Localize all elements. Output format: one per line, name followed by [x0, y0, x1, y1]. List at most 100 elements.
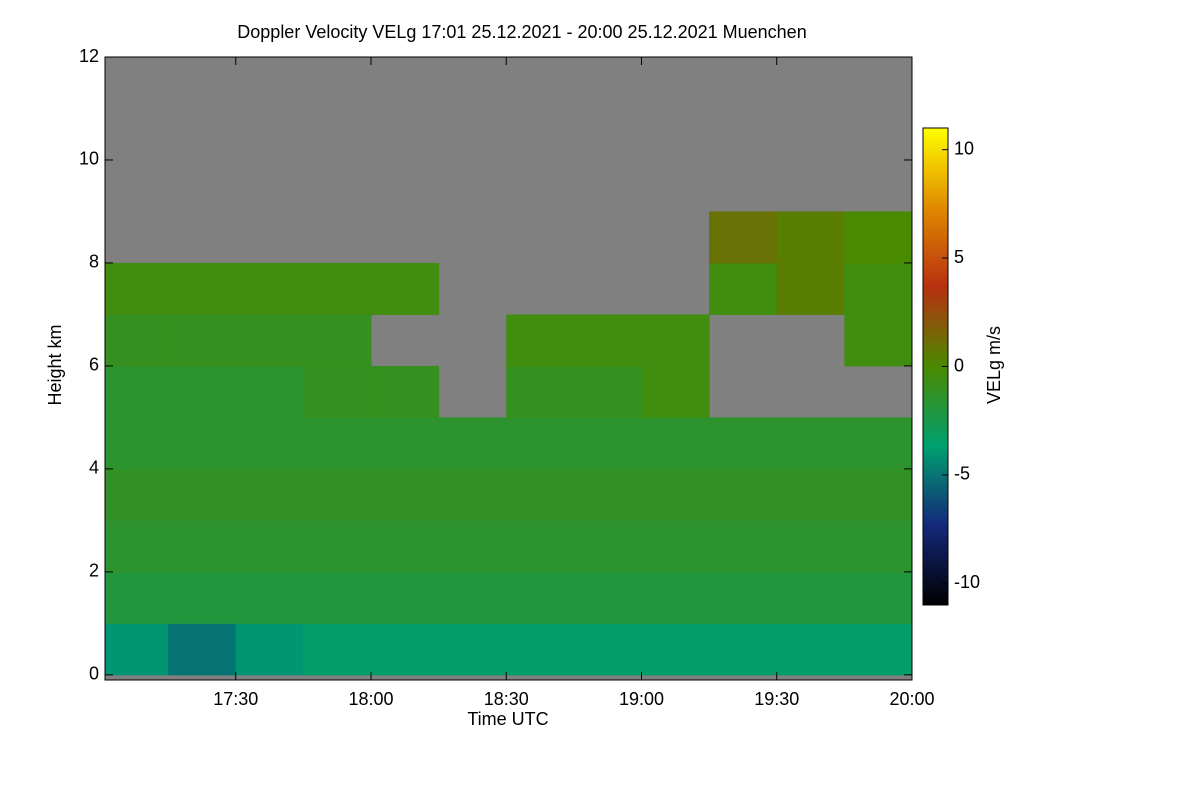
heatmap-cell [168, 571, 237, 624]
y-tick-label: 2 [89, 561, 99, 581]
heatmap-cell [370, 417, 440, 470]
heatmap-cell [844, 417, 913, 470]
heatmap-cell [105, 520, 169, 573]
heatmap-cell [438, 468, 507, 521]
y-tick-label: 12 [79, 46, 99, 66]
heatmap-cell [235, 468, 304, 521]
heatmap-cell [506, 571, 575, 624]
y-tick-label: 0 [89, 664, 99, 684]
heatmap-cell [438, 571, 507, 624]
colorbar-tick-label: -5 [954, 464, 970, 484]
heatmap-cell [370, 520, 440, 573]
heatmap-cell [105, 314, 169, 367]
heatmap-cell [641, 623, 710, 676]
heatmap-cell [370, 468, 440, 521]
heatmap-cell [709, 623, 778, 676]
heatmap-cell [506, 417, 575, 470]
heatmap-cell [235, 520, 304, 573]
colorbar-tick-label: 5 [954, 247, 964, 267]
x-tick-label: 18:00 [348, 689, 393, 709]
heatmap-cell [303, 468, 372, 521]
heatmap-cell [168, 417, 237, 470]
heatmap-cell [303, 520, 372, 573]
heatmap-cell [573, 365, 642, 418]
heatmap-cell [235, 571, 304, 624]
heatmap-cell [709, 417, 778, 470]
heatmap-cell [370, 365, 440, 418]
heatmap-cell [844, 468, 913, 521]
heatmap-cell [235, 365, 304, 418]
heatmap-cell [303, 571, 372, 624]
heatmap-cell [438, 417, 507, 470]
y-tick-label: 4 [89, 458, 99, 478]
heatmap-cell [168, 468, 237, 521]
heatmap-cell [303, 314, 372, 367]
heatmap-cell [438, 623, 507, 676]
x-tick-label: 19:00 [619, 689, 664, 709]
y-tick-label: 10 [79, 149, 99, 169]
heatmap-cell [506, 520, 575, 573]
heatmap-cell [303, 417, 372, 470]
heatmap-cell [168, 623, 237, 676]
heatmap-cell [844, 520, 913, 573]
colorbar-label: VELg m/s [984, 326, 1004, 404]
heatmap-cell [370, 623, 440, 676]
heatmap-cell [709, 571, 778, 624]
heatmap-cell [506, 468, 575, 521]
heatmap-cell [168, 262, 237, 315]
y-tick-label: 8 [89, 252, 99, 272]
heatmap-cell [776, 571, 845, 624]
heatmap-cell [776, 520, 845, 573]
heatmap-cell [573, 520, 642, 573]
heatmap-cell [709, 468, 778, 521]
heatmap-cell [573, 417, 642, 470]
y-tick-label: 6 [89, 355, 99, 375]
heatmap-cell [641, 520, 710, 573]
heatmap-cell [506, 365, 575, 418]
heatmap-cell [105, 468, 169, 521]
heatmap-cell [303, 262, 372, 315]
heatmap-cell [776, 468, 845, 521]
heatmap-cell [776, 417, 845, 470]
chart-title: Doppler Velocity VELg 17:01 25.12.2021 -… [237, 22, 806, 42]
heatmap-cell [105, 417, 169, 470]
heatmap-cell [235, 262, 304, 315]
x-tick-label: 19:30 [754, 689, 799, 709]
x-tick-label: 17:30 [213, 689, 258, 709]
heatmap-cell [844, 314, 913, 367]
heatmap-cell [573, 314, 642, 367]
heatmap-cell [235, 417, 304, 470]
heatmap-cell [506, 314, 575, 367]
y-axis-label: Height km [45, 324, 65, 405]
heatmap-cell [235, 314, 304, 367]
heatmap-cell [776, 262, 845, 315]
heatmap-cell [573, 623, 642, 676]
colorbar-tick-label: 0 [954, 355, 964, 375]
plot-frame [104, 56, 913, 681]
heatmap-cell [235, 623, 304, 676]
x-axis-label: Time UTC [467, 709, 548, 729]
heatmap-cell [573, 468, 642, 521]
heatmap-cell [709, 520, 778, 573]
heatmap-cell [168, 314, 237, 367]
heatmap-cell [641, 365, 710, 418]
heatmap-cell [168, 365, 237, 418]
heatmap-cell [641, 314, 710, 367]
heatmap-cell [303, 623, 372, 676]
heatmap-cell [844, 211, 913, 264]
heatmap-cell [641, 468, 710, 521]
heatmap-cell [105, 365, 169, 418]
heatmap-cell [438, 520, 507, 573]
heatmap-cell [573, 571, 642, 624]
heatmap-cell [370, 262, 440, 315]
heatmap-cell [370, 571, 440, 624]
colorbar-tick-label: -10 [954, 572, 980, 592]
heatmap-cell [105, 571, 169, 624]
heatmap-cell [844, 571, 913, 624]
heatmap-cell [506, 623, 575, 676]
heatmap-cell [105, 262, 169, 315]
colorbar-tick-label: 10 [954, 138, 974, 158]
x-tick-label: 18:30 [484, 689, 529, 709]
heatmap-cell [105, 623, 169, 676]
